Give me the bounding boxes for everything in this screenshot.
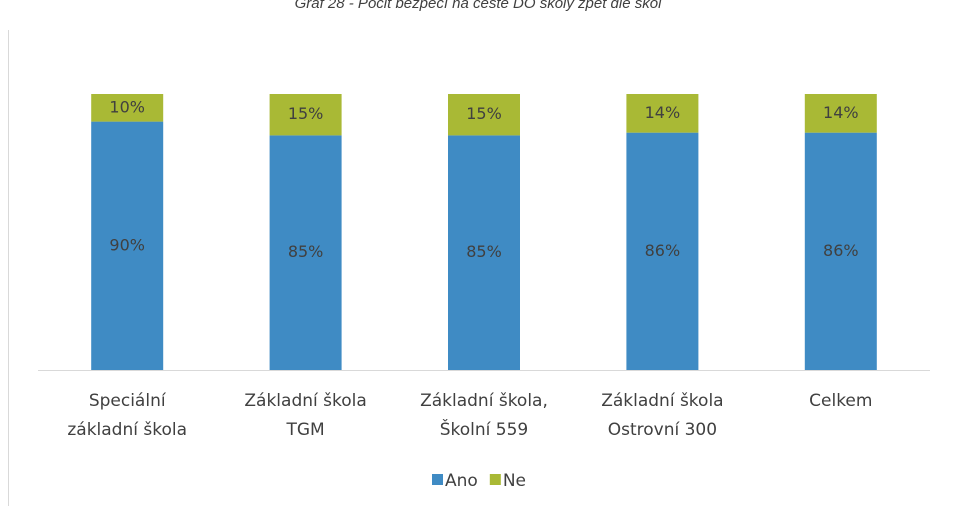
legend-label: Ne <box>503 471 526 491</box>
chart-title: Graf 28 - Pocit bezpečí na cestě DO škol… <box>295 0 663 12</box>
x-tick-label: Základní škola <box>244 391 366 411</box>
legend-label: Ano <box>445 471 478 491</box>
data-label: 86% <box>645 241 681 260</box>
data-label: 15% <box>288 104 324 123</box>
x-tick-label: TGM <box>285 420 324 440</box>
data-label: 14% <box>645 103 681 122</box>
legend-swatch <box>489 474 501 485</box>
data-label: 10% <box>109 97 145 116</box>
bar-segment <box>448 135 520 370</box>
x-tick-label: základní škola <box>67 420 187 440</box>
data-label: 85% <box>288 242 324 261</box>
data-label: 14% <box>823 103 859 122</box>
data-label: 15% <box>466 104 502 123</box>
x-tick-label: Celkem <box>809 391 872 411</box>
data-label: 86% <box>823 241 859 260</box>
data-label: 85% <box>466 242 502 261</box>
bar-segment <box>448 94 520 136</box>
x-tick-label: Základní škola, <box>420 391 548 411</box>
legend-swatch <box>432 474 443 485</box>
x-tick-label: Ostrovní 300 <box>608 420 717 440</box>
bar-segment <box>269 135 342 370</box>
bar-segment <box>91 94 164 122</box>
bar-segment <box>91 121 164 370</box>
bar-segment <box>626 132 699 370</box>
bar-segment <box>804 132 877 370</box>
bar-segment <box>804 94 877 133</box>
x-tick-label: Speciální <box>89 391 167 411</box>
x-tick-label: Základní škola <box>601 391 723 411</box>
bar-segment <box>626 94 699 133</box>
data-label: 90% <box>109 235 145 254</box>
bar-segment <box>269 94 342 136</box>
x-tick-label: Školní 559 <box>440 418 529 440</box>
